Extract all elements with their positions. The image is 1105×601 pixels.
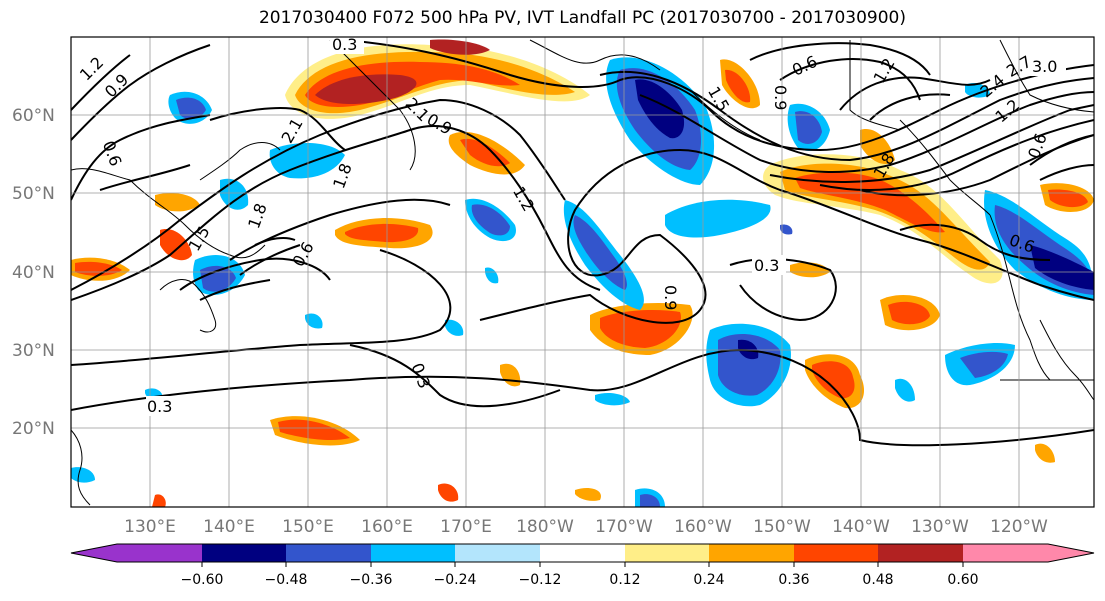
lat-label-50n: 50°N	[12, 184, 55, 204]
gridlines	[71, 37, 1094, 507]
colorbar-tick-label: 0.24	[693, 572, 724, 588]
lon-label: 130°E	[124, 517, 176, 537]
colorbar-segment	[540, 544, 625, 562]
colorbar-outline	[70, 543, 1095, 563]
colorbar-tick-label: 0.12	[609, 572, 640, 588]
lon-label: 180°W	[516, 517, 574, 537]
colorbar-segment	[878, 544, 963, 562]
colorbar-segment	[202, 544, 286, 562]
colorbar-segment	[963, 544, 1048, 562]
colorbar-tick-label: 0.48	[862, 572, 893, 588]
contour-label: 0.9	[771, 85, 790, 110]
contour-label: 0.9	[661, 285, 680, 310]
lon-label: 140°E	[203, 517, 255, 537]
colorbar-tick-label: −0.48	[265, 572, 308, 588]
lon-label: 150°W	[753, 517, 811, 537]
lat-label-30n: 30°N	[12, 341, 55, 361]
colorbar-tick-label: −0.60	[181, 572, 224, 588]
colorbar-segment	[455, 544, 540, 562]
lon-label: 140°W	[832, 517, 890, 537]
colorbar-segment	[709, 544, 794, 562]
map-border	[70, 36, 1095, 508]
lon-label: 170°E	[440, 517, 492, 537]
lon-label: 130°W	[911, 517, 969, 537]
contour-label: 3.0	[1032, 57, 1057, 76]
lon-label: 160°E	[361, 517, 413, 537]
colorbar-tick-label: 0.36	[778, 572, 809, 588]
lon-label: 120°W	[990, 517, 1048, 537]
lon-label: 170°W	[595, 517, 653, 537]
longitude-labels: 130°E 140°E 150°E 160°E 170°E 180°W 170°…	[124, 517, 1048, 537]
lon-label: 150°E	[282, 517, 334, 537]
lat-label-60n: 60°N	[12, 106, 55, 126]
contour-label: 0.3	[147, 397, 172, 416]
colorbar-extend-high	[1048, 544, 1094, 562]
coastlines	[71, 39, 1094, 506]
colorbar-segment	[117, 544, 202, 562]
contour-label: 0.3	[332, 35, 357, 54]
map-title: 2017030400 F072 500 hPa PV, IVT Landfall…	[258, 8, 906, 28]
colorbar-segment	[286, 544, 371, 562]
latitude-labels: 60°N 50°N 40°N 30°N 20°N	[12, 106, 55, 439]
colorbar-extend-low	[71, 544, 117, 562]
colorbar-tick-label: 0.60	[947, 572, 978, 588]
lon-label: 160°W	[674, 517, 732, 537]
colorbar-tick-label: −0.24	[434, 572, 477, 588]
colorbar-segment	[625, 544, 709, 562]
lat-label-40n: 40°N	[12, 263, 55, 283]
colorbar-tick-label: −0.12	[519, 572, 562, 588]
colorbar: −0.60 −0.48 −0.36 −0.24 −0.12 0.12 0.24 …	[70, 543, 1095, 588]
colorbar-segment	[794, 544, 878, 562]
colorbar-tick-label: −0.36	[350, 572, 393, 588]
contour-label: 0.3	[754, 256, 779, 275]
colorbar-segment	[371, 544, 455, 562]
lat-label-20n: 20°N	[12, 419, 55, 439]
